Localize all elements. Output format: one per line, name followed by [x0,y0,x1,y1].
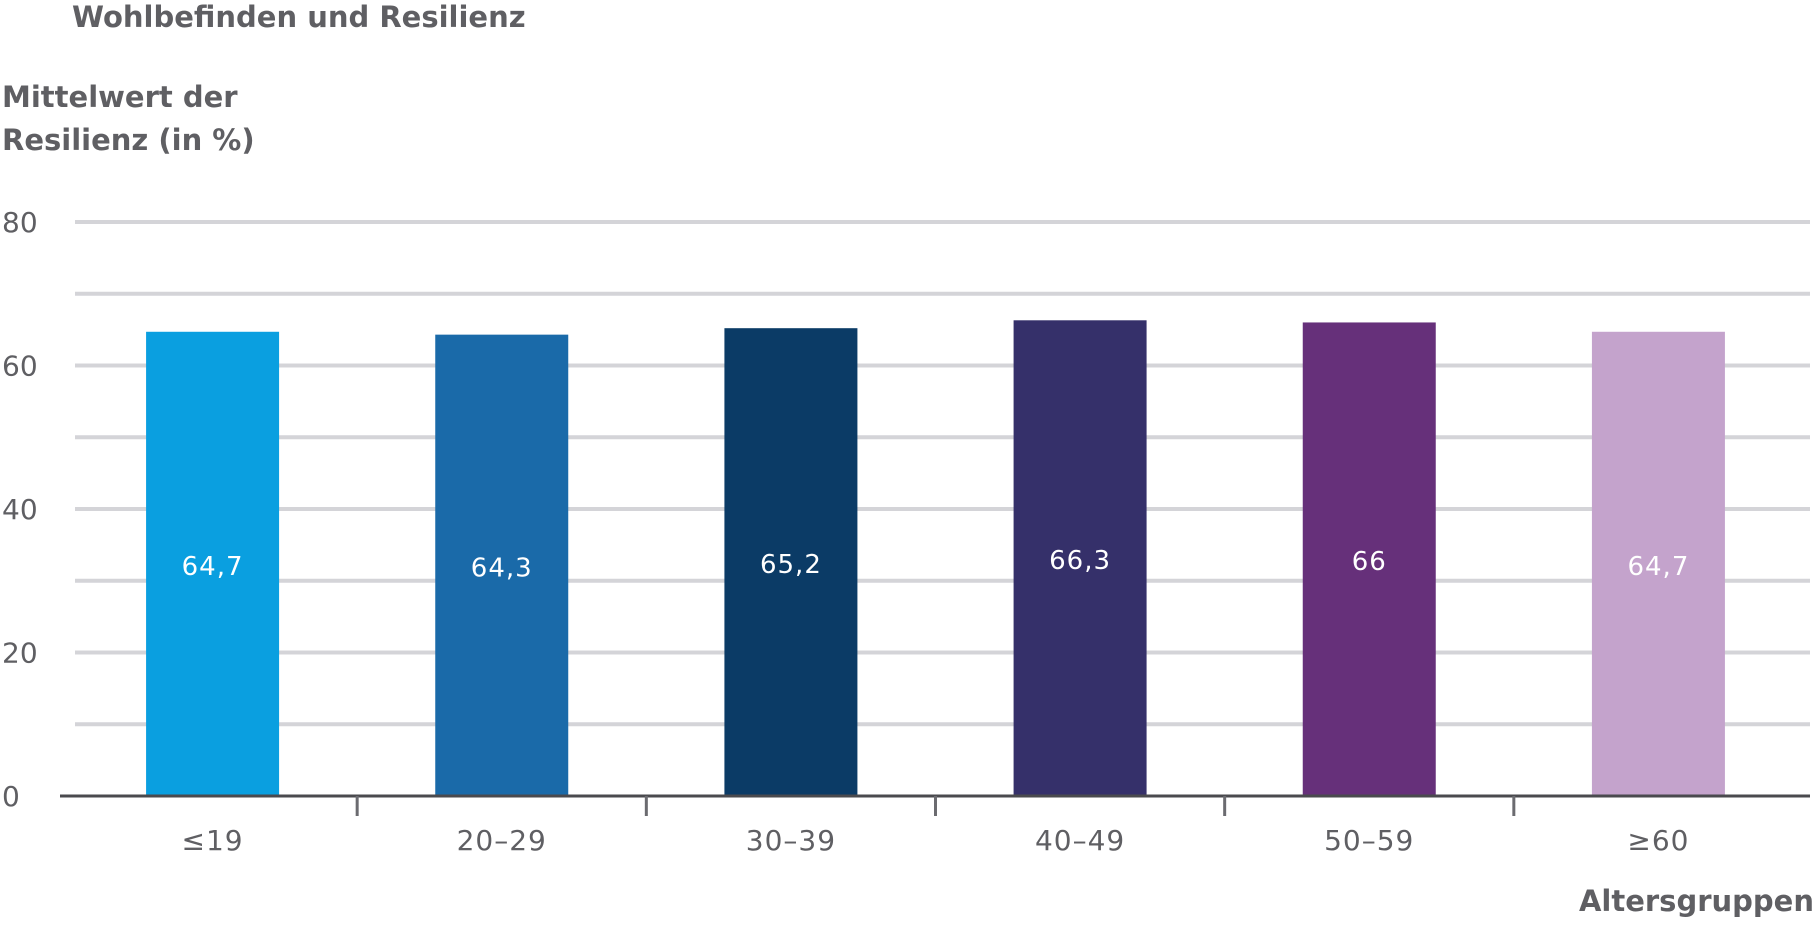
x-tick-label: ≥60 [1627,824,1689,857]
chart-title: Wohlbefinden und Resilienz [72,0,526,34]
data-label: 64,3 [471,553,533,583]
x-tick-label: ≤19 [182,824,244,857]
bar [724,328,858,796]
bar [1302,322,1436,796]
data-label: 64,7 [182,552,244,582]
bar [435,334,569,796]
y-tick-label: 20 [2,637,38,670]
data-label: 66 [1352,547,1387,577]
x-axis-label: Altersgruppen [1578,884,1814,918]
data-label: 64,7 [1627,552,1689,582]
data-label: 66,3 [1049,546,1111,576]
x-tick-label: 50–59 [1324,824,1414,857]
x-tick-label: 20–29 [457,824,547,857]
x-tick-label: 30–39 [746,824,836,857]
y-tick-label: 60 [2,350,38,383]
y-tick-label: 0 [2,780,20,813]
y-axis-label: Mittelwert der Resilienz (in %) [2,80,255,157]
x-tick-label: 40–49 [1035,824,1125,857]
y-tick-label: 40 [2,493,38,526]
bar [1591,331,1725,796]
bar [1013,320,1147,796]
data-label: 65,2 [760,550,822,580]
bar [146,331,280,796]
y-tick-label: 80 [2,206,38,239]
